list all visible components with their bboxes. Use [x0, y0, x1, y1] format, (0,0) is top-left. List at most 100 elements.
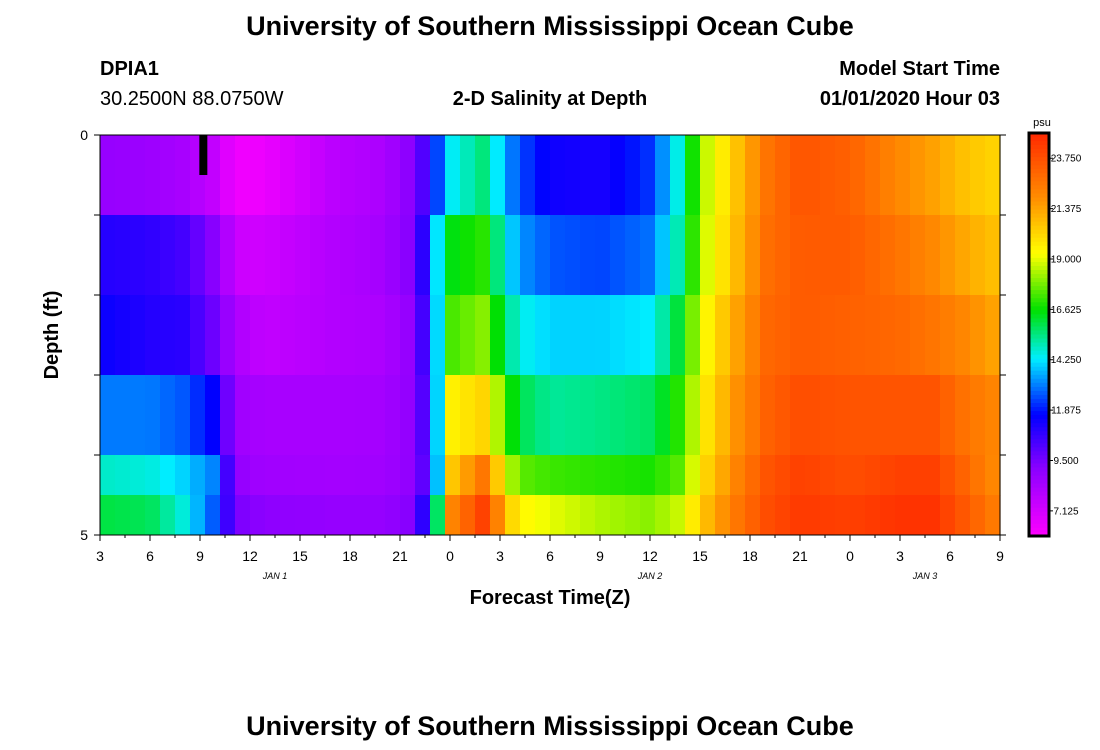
x-tick-label: 3 [96, 548, 104, 564]
heatmap-cell [385, 455, 401, 496]
heatmap-cell [265, 215, 281, 296]
heatmap-cell [760, 135, 776, 216]
heatmap-cell [145, 375, 161, 456]
heatmap-cell [280, 495, 296, 536]
colorbar-step [1029, 503, 1049, 509]
heatmap-cell [310, 495, 326, 536]
heatmap-cell [760, 495, 776, 536]
day-label: JAN 2 [637, 571, 663, 581]
heatmap-cell [805, 375, 821, 456]
heatmap-cell [985, 295, 1001, 376]
heatmap-cell [445, 295, 461, 376]
heatmap-cell [775, 135, 791, 216]
heatmap-cell [415, 135, 431, 216]
colorbar-step [1029, 153, 1049, 158]
colorbar-tick-label: 11.875 [1051, 406, 1081, 417]
colorbar-step [1029, 354, 1049, 360]
heatmap-cell [820, 455, 836, 496]
heatmap-cell [130, 215, 146, 296]
heatmap-cell [940, 295, 956, 376]
x-tick-label: 3 [896, 548, 904, 564]
heatmap-cell [520, 295, 536, 376]
heatmap-cell [850, 495, 866, 536]
heatmap-cell [625, 495, 641, 536]
heatmap-cell [685, 455, 701, 496]
heatmap-cell [730, 455, 746, 496]
heatmap-cell [745, 375, 761, 456]
heatmap-cell [625, 455, 641, 496]
heatmap-cell [700, 455, 716, 496]
heatmap-cell [970, 295, 986, 376]
heatmap-cell [880, 215, 896, 296]
colorbar-step [1029, 415, 1049, 420]
colorbar-step [1029, 511, 1049, 517]
heatmap-cell [460, 455, 476, 496]
heatmap-cell [595, 215, 611, 296]
heatmap-cell [610, 215, 626, 296]
heatmap-cell [655, 495, 671, 536]
heatmap-cell [685, 495, 701, 536]
colorbar-step [1029, 161, 1049, 166]
x-tick-label: 9 [196, 548, 204, 564]
heatmap-cell [130, 495, 146, 536]
colorbar-step [1029, 290, 1049, 295]
heatmap-cell [430, 215, 446, 296]
heatmap-cell [580, 215, 596, 296]
heatmap-cell [895, 135, 911, 216]
heatmap-cell [940, 135, 956, 216]
colorbar-step [1029, 213, 1049, 219]
colorbar-step [1029, 278, 1049, 283]
heatmap-cell [655, 135, 671, 216]
heatmap-cell [805, 135, 821, 216]
colorbar-step [1029, 403, 1049, 408]
heatmap-cell [850, 375, 866, 456]
heatmap-cell [715, 375, 731, 456]
heatmap-cell [790, 215, 806, 296]
colorbar-tick-label: 14.250 [1051, 355, 1082, 366]
colorbar-step [1029, 249, 1049, 255]
heatmap-cell [160, 495, 176, 536]
heatmap-cell [490, 295, 506, 376]
heatmap-cell [715, 455, 731, 496]
heatmap-cell [910, 215, 926, 296]
heatmap-cell [850, 215, 866, 296]
heatmap-cell [850, 455, 866, 496]
heatmap-cell [985, 495, 1001, 536]
colorbar-step [1029, 515, 1049, 521]
heatmap-cell [940, 375, 956, 456]
heatmap-cell [640, 455, 656, 496]
heatmap-cell [415, 455, 431, 496]
colorbar-step [1029, 407, 1049, 412]
colorbar-step [1029, 531, 1049, 537]
heatmap-cell [190, 295, 206, 376]
heatmap-cell [925, 495, 941, 536]
heatmap-cell [340, 295, 356, 376]
heatmap-cell [460, 215, 476, 296]
colorbar-step [1029, 507, 1049, 513]
heatmap-cell [115, 135, 131, 216]
heatmap-cell [970, 455, 986, 496]
colorbar-step [1029, 499, 1049, 505]
colorbar-step [1029, 394, 1049, 400]
heatmap-cell [385, 215, 401, 296]
heatmap-cell [235, 495, 251, 536]
heatmap-cell [310, 215, 326, 296]
heatmap-cell [550, 135, 566, 216]
heatmap-cell [310, 135, 326, 216]
heatmap-cell [715, 495, 731, 536]
heatmap-cell [700, 295, 716, 376]
colorbar-step [1029, 459, 1049, 465]
colorbar-step [1029, 326, 1049, 332]
heatmap-cell [235, 215, 251, 296]
heatmap-cell [610, 295, 626, 376]
heatmap-cell [355, 295, 371, 376]
heatmap-cell [280, 295, 296, 376]
heatmap-cell [490, 215, 506, 296]
heatmap-cell [340, 135, 356, 216]
colorbar-step [1029, 370, 1049, 376]
heatmap-cell [715, 215, 731, 296]
heatmap-cell [490, 455, 506, 496]
heatmap-cell [370, 295, 386, 376]
heatmap-cell [730, 375, 746, 456]
heatmap-cell [865, 215, 881, 296]
